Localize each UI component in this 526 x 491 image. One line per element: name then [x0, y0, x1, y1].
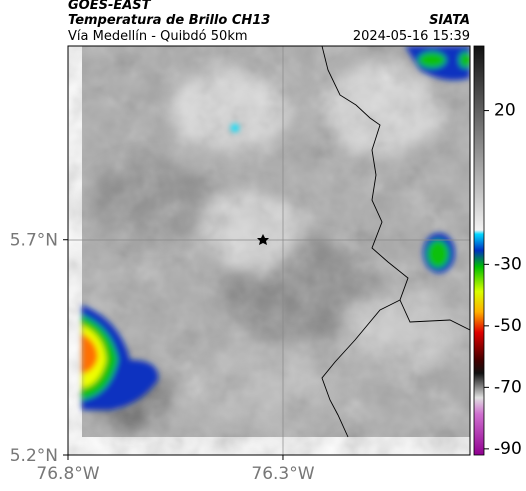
- lon-label: 76.8°W: [36, 464, 99, 484]
- axes: 5.7°N 5.2°N76.8°W 76.3°W 20 -30 -50 -70 -90: [10, 101, 522, 484]
- colorbar-label: -50: [494, 316, 522, 336]
- satellite-image: [68, 46, 470, 455]
- agency: SIATA: [429, 13, 470, 28]
- title: Temperatura de Brillo CH13: [68, 13, 270, 28]
- subtitle: Vía Medellín - Quibdó 50km: [68, 29, 248, 44]
- colorbar-label: -70: [494, 377, 522, 397]
- lon-label: 76.3°W: [251, 464, 314, 484]
- colorbar: [473, 45, 485, 456]
- colorbar-label: -90: [494, 439, 522, 459]
- lat-label: 5.2°N: [10, 446, 58, 466]
- source: GOES-EAST: [68, 0, 152, 13]
- colorbar-label: 20: [494, 101, 516, 121]
- lat-label: 5.7°N: [10, 231, 58, 251]
- timestamp: 2024-05-16 15:39: [353, 29, 470, 44]
- colorbar-label: -30: [494, 254, 522, 274]
- map-frame: [67, 45, 471, 456]
